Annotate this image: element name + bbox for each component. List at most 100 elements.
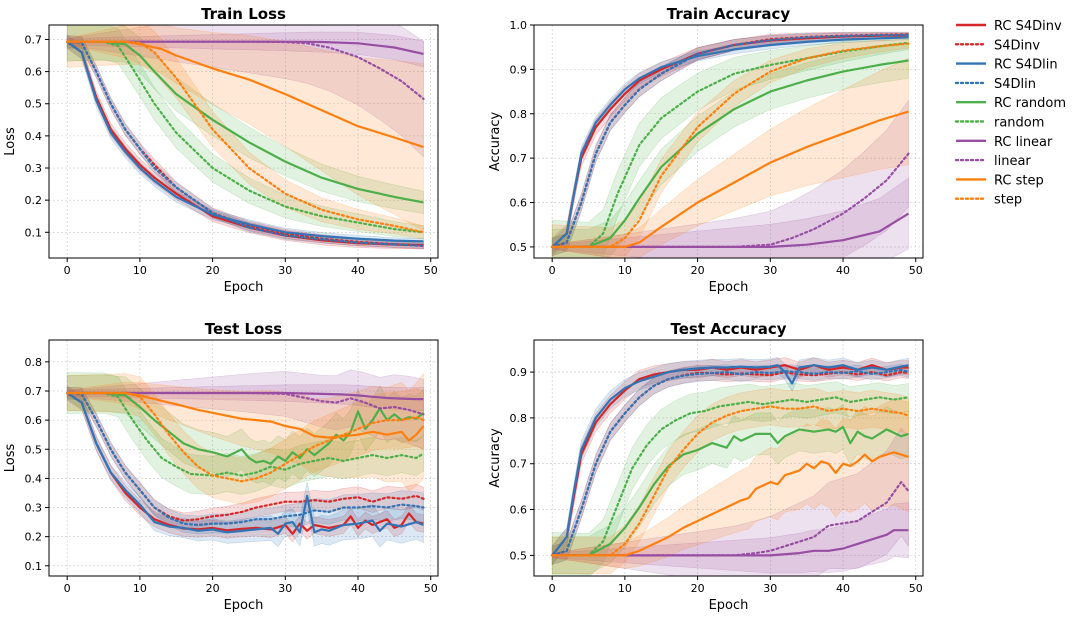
x-tick-label: 30 <box>278 582 292 595</box>
x-tick-label: 50 <box>909 582 923 595</box>
y-tick-label: 0.5 <box>510 549 528 562</box>
legend-label-random: random <box>994 116 1044 131</box>
series-line-rc-random <box>67 40 424 204</box>
y-tick-label: 0.8 <box>510 108 528 121</box>
y-tick-label: 0.7 <box>25 385 43 398</box>
y-tick-label: 0.2 <box>25 194 43 207</box>
series-line-s4dlin <box>551 368 910 557</box>
series-line-step <box>551 42 910 248</box>
band-rc-s4dlin <box>66 386 424 548</box>
band-rc-s4dlin <box>551 357 909 566</box>
series-line-rc-step <box>67 391 425 442</box>
band-random <box>551 35 909 258</box>
y-tick-label: 0.8 <box>510 412 528 425</box>
train-accuracy-ylabel: Accuracy <box>488 112 503 172</box>
y-tick-label: 0.4 <box>25 472 43 485</box>
legend-label-rc-random: RC random <box>994 96 1066 111</box>
band-rc-random <box>66 374 424 485</box>
train-accuracy-xlabel: Epoch <box>709 280 749 295</box>
x-tick-label: 40 <box>836 264 850 277</box>
series-line-rc-s4dlin <box>551 36 909 248</box>
test-loss-title: Test Loss <box>205 320 283 338</box>
series-line-random <box>551 396 910 557</box>
band-rc-linear <box>551 177 909 258</box>
train-loss-title: Train Loss <box>201 5 286 23</box>
test-accuracy-title: Test Accuracy <box>671 320 787 338</box>
test-loss-axes-frame <box>48 339 439 577</box>
band-linear <box>66 25 424 158</box>
band-random <box>66 372 424 496</box>
series-line-rc-s4dlin <box>66 40 424 243</box>
y-tick-label: 0.5 <box>25 443 43 456</box>
x-tick-label: 20 <box>206 264 220 277</box>
series-line-linear <box>66 391 425 416</box>
legend-label-step: step <box>994 193 1022 208</box>
x-tick-label: 10 <box>133 582 147 595</box>
band-random <box>551 381 909 576</box>
legend-label-rc-s4dlin: RC S4Dlin <box>994 58 1058 73</box>
band-step <box>551 38 909 258</box>
legend: RC S4Dinv S4Dinv RC S4Dlin S4Dlin RC random r… <box>954 19 1066 208</box>
train-accuracy-panel: 0 10 20 30 40 50 0.5 0.6 0.7 0.8 0.9 1.0 Train Accur… <box>488 5 924 295</box>
series-line-rc-random <box>552 426 909 557</box>
y-tick-label: 0.7 <box>25 33 43 46</box>
series-line-s4dlin <box>66 40 425 247</box>
x-tick-label: 40 <box>836 582 850 595</box>
x-tick-label: 30 <box>278 264 292 277</box>
x-tick-label: 20 <box>691 582 705 595</box>
y-tick-label: 0.1 <box>25 560 43 573</box>
x-tick-label: 10 <box>618 582 632 595</box>
x-tick-label: 0 <box>64 264 71 277</box>
train-accuracy-title: Train Accuracy <box>667 5 791 23</box>
x-tick-label: 10 <box>133 264 147 277</box>
band-step <box>66 25 424 240</box>
x-tick-label: 40 <box>351 582 365 595</box>
band-rc-s4dlin <box>66 34 424 245</box>
x-tick-label: 30 <box>763 582 777 595</box>
series-line-linear <box>66 40 425 100</box>
test-accuracy-xlabel: Epoch <box>709 598 749 613</box>
legend-label-rc-linear: RC linear <box>994 135 1053 150</box>
train-loss-ylabel: Loss <box>3 127 18 156</box>
train-loss-panel: 0 10 20 30 40 50 0.1 0.2 0.3 0.4 0.5 0.6 0.7 Train Lo… <box>3 5 439 295</box>
train-loss-xlabel: Epoch <box>224 280 264 295</box>
band-s4dlin <box>551 363 909 565</box>
y-tick-label: 0.5 <box>510 241 528 254</box>
legend-label-linear: linear <box>994 154 1031 169</box>
y-tick-label: 0.6 <box>510 504 528 517</box>
series-line-s4dlin <box>66 391 425 527</box>
test-loss-plot-area <box>66 369 425 548</box>
series-line-rc-step <box>552 451 909 557</box>
series-line-rc-s4dlin <box>66 392 424 535</box>
y-tick-label: 0.1 <box>25 226 43 239</box>
test-loss-ylabel: Loss <box>3 444 18 473</box>
series-line-rc-random <box>67 391 425 465</box>
series-line-step <box>551 405 910 557</box>
legend-label-rc-s4dinv: RC S4Dinv <box>994 19 1062 34</box>
train-loss-axes-frame <box>48 24 439 259</box>
series-line-random <box>66 391 425 477</box>
series-line-rc-step <box>552 110 909 248</box>
band-rc-step <box>551 57 909 258</box>
series-line-rc-random <box>552 59 909 248</box>
train-accuracy-plot-area <box>551 31 910 258</box>
test-accuracy-ylabel: Accuracy <box>488 428 503 488</box>
series-line-s4dlin <box>551 33 910 248</box>
band-random <box>66 25 424 240</box>
y-tick-label: 0.9 <box>510 366 528 379</box>
series-line-random <box>551 41 910 248</box>
x-tick-label: 0 <box>64 582 71 595</box>
test-accuracy-panel: 0 10 20 30 40 50 0.5 0.6 0.7 0.8 0.9 Test Accuracy E… <box>488 320 924 613</box>
series-line-linear <box>551 152 910 248</box>
band-rc-linear <box>66 384 424 412</box>
y-tick-label: 0.6 <box>510 197 528 210</box>
legend-label-s4dlin: S4Dlin <box>994 77 1036 92</box>
series-line-rc-s4dlin <box>551 364 909 557</box>
y-tick-label: 1.0 <box>510 19 528 32</box>
y-tick-label: 0.5 <box>25 98 43 111</box>
band-rc-s4dinv <box>551 357 909 566</box>
band-rc-random <box>551 42 909 258</box>
series-line-random <box>66 40 425 234</box>
series-line-s4dinv <box>66 391 425 522</box>
